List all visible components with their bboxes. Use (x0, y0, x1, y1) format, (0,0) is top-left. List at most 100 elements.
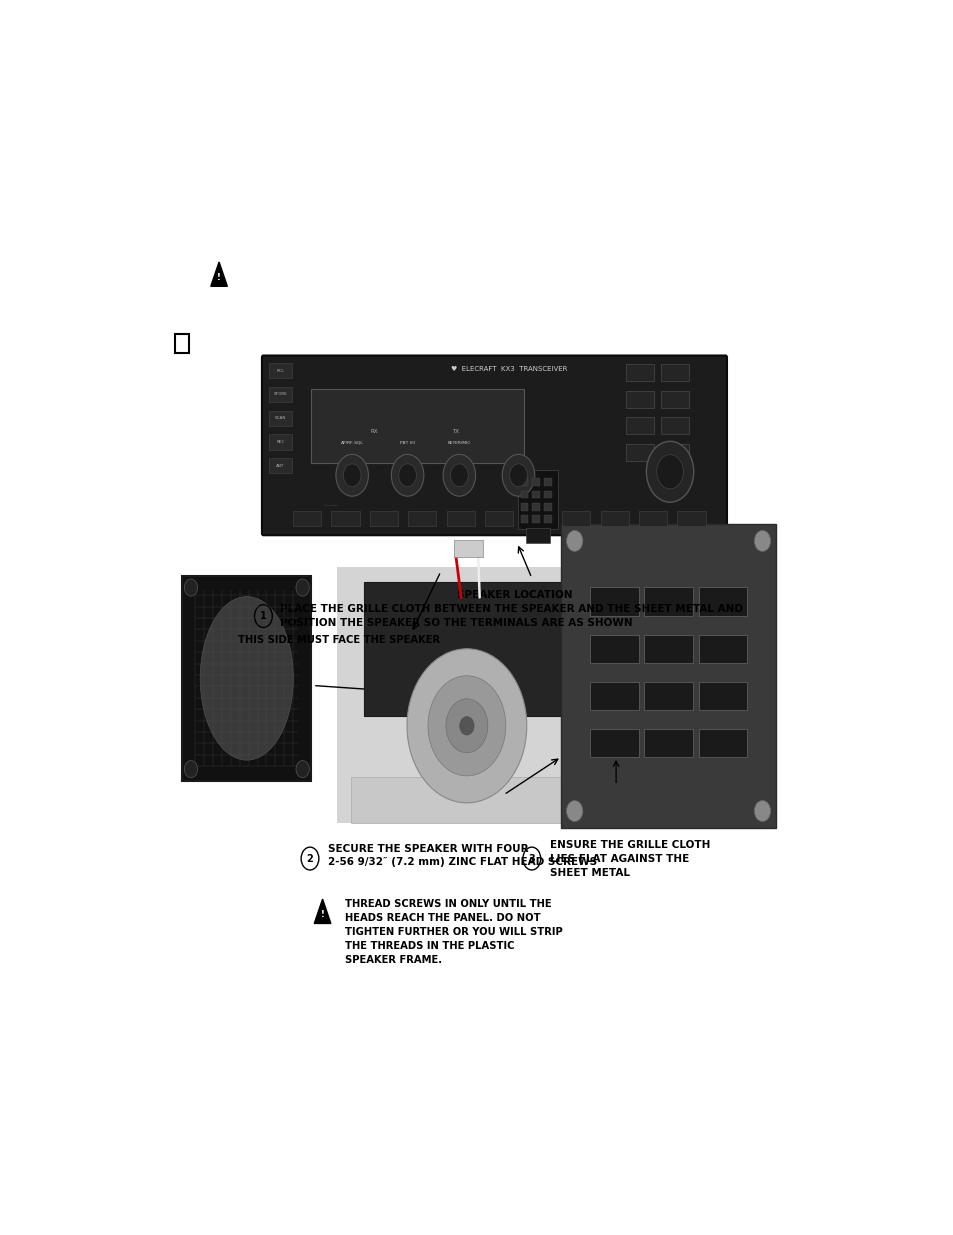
Bar (644, 588, 692, 616)
Circle shape (343, 464, 360, 487)
Bar (532, 478, 539, 485)
Circle shape (459, 716, 474, 735)
Bar (600, 511, 628, 526)
Circle shape (391, 454, 423, 496)
Text: !: ! (217, 273, 221, 283)
Bar (625, 390, 653, 408)
Circle shape (501, 454, 535, 496)
Bar (364, 582, 566, 715)
Bar (517, 469, 558, 529)
Text: TX: TX (452, 429, 458, 433)
Bar (625, 364, 653, 382)
Text: ENSURE THE GRILLE CLOTH
LIES FLAT AGAINST THE
SHEET METAL: ENSURE THE GRILLE CLOTH LIES FLAT AGAINS… (549, 840, 709, 878)
Bar (639, 511, 666, 526)
Bar (269, 363, 292, 378)
Circle shape (295, 761, 309, 778)
Bar (644, 635, 692, 663)
Text: RCL: RCL (276, 369, 284, 373)
Bar (698, 588, 746, 616)
Circle shape (754, 531, 770, 551)
Bar (532, 490, 539, 498)
Bar (543, 515, 551, 522)
Bar (660, 443, 689, 461)
Bar (532, 503, 539, 510)
Bar (269, 387, 292, 403)
Text: !: ! (320, 910, 324, 919)
Bar (269, 435, 292, 450)
Bar (590, 588, 638, 616)
Text: 2: 2 (306, 853, 313, 863)
Bar (337, 567, 606, 824)
Bar (370, 511, 397, 526)
Text: PLACE THE GRILLE CLOTH BETWEEN THE SPEAKER AND THE SHEET METAL AND
POSITION THE : PLACE THE GRILLE CLOTH BETWEEN THE SPEAK… (280, 604, 742, 627)
Text: AP/RF-SQL: AP/RF-SQL (340, 441, 363, 445)
Polygon shape (314, 899, 331, 924)
Bar (454, 540, 483, 557)
Circle shape (184, 579, 197, 597)
Text: ANT: ANT (276, 464, 284, 468)
Bar (520, 515, 527, 522)
Bar (625, 417, 653, 435)
Bar (543, 478, 551, 485)
Circle shape (509, 464, 527, 487)
Bar (590, 682, 638, 710)
Bar (644, 729, 692, 757)
Bar (182, 576, 311, 781)
Bar (351, 777, 579, 824)
Bar (520, 490, 527, 498)
Circle shape (566, 800, 582, 821)
Bar (677, 511, 705, 526)
Bar (590, 729, 638, 757)
Text: REC: REC (276, 440, 284, 445)
Text: RX: RX (370, 429, 377, 433)
Circle shape (450, 464, 468, 487)
Ellipse shape (200, 597, 294, 760)
Text: THREAD SCREWS IN ONLY UNTIL THE
HEADS REACH THE PANEL. DO NOT
TIGHTEN FURTHER OR: THREAD SCREWS IN ONLY UNTIL THE HEADS RE… (344, 899, 562, 966)
Bar (560, 524, 775, 829)
Bar (269, 458, 292, 473)
Bar (660, 364, 689, 382)
Text: 3: 3 (528, 853, 535, 863)
Text: THIS SIDE MUST FACE THE SPEAKER: THIS SIDE MUST FACE THE SPEAKER (237, 635, 439, 645)
Bar (625, 443, 653, 461)
Polygon shape (211, 262, 227, 287)
Bar (331, 511, 359, 526)
Bar (523, 511, 551, 526)
Text: SECURE THE SPEAKER WITH FOUR: SECURE THE SPEAKER WITH FOUR (328, 844, 528, 855)
Circle shape (656, 454, 682, 489)
Circle shape (445, 699, 487, 753)
Bar (174, 333, 190, 353)
Bar (293, 511, 321, 526)
Bar (644, 682, 692, 710)
Circle shape (295, 579, 309, 597)
Circle shape (428, 676, 505, 776)
Text: KEYER/MIC: KEYER/MIC (447, 441, 471, 445)
Bar (543, 490, 551, 498)
Bar (269, 411, 292, 426)
Bar (311, 389, 523, 463)
Text: 2-56 9/32″ (7.2 mm) ZINC FLAT HEAD SCREWS: 2-56 9/32″ (7.2 mm) ZINC FLAT HEAD SCREW… (328, 857, 597, 867)
Circle shape (442, 454, 476, 496)
Bar (525, 527, 550, 543)
Bar (660, 417, 689, 435)
Bar (408, 511, 436, 526)
Circle shape (566, 531, 582, 551)
Bar (532, 515, 539, 522)
Bar (485, 511, 513, 526)
Bar (520, 503, 527, 510)
Circle shape (754, 800, 770, 821)
Bar (698, 682, 746, 710)
Bar (446, 511, 475, 526)
Bar (698, 729, 746, 757)
Text: STORE: STORE (274, 393, 287, 396)
Text: PBT I/II: PBT I/II (399, 441, 415, 445)
Circle shape (184, 761, 197, 778)
Circle shape (646, 441, 693, 503)
Bar (660, 390, 689, 408)
FancyBboxPatch shape (262, 356, 726, 535)
Text: ♥  ELECRAFT  KX3  TRANSCEIVER: ♥ ELECRAFT KX3 TRANSCEIVER (451, 366, 567, 372)
Bar (561, 511, 590, 526)
Bar (520, 478, 527, 485)
Text: SPEAKER LOCATION: SPEAKER LOCATION (456, 590, 572, 600)
Bar (590, 635, 638, 663)
